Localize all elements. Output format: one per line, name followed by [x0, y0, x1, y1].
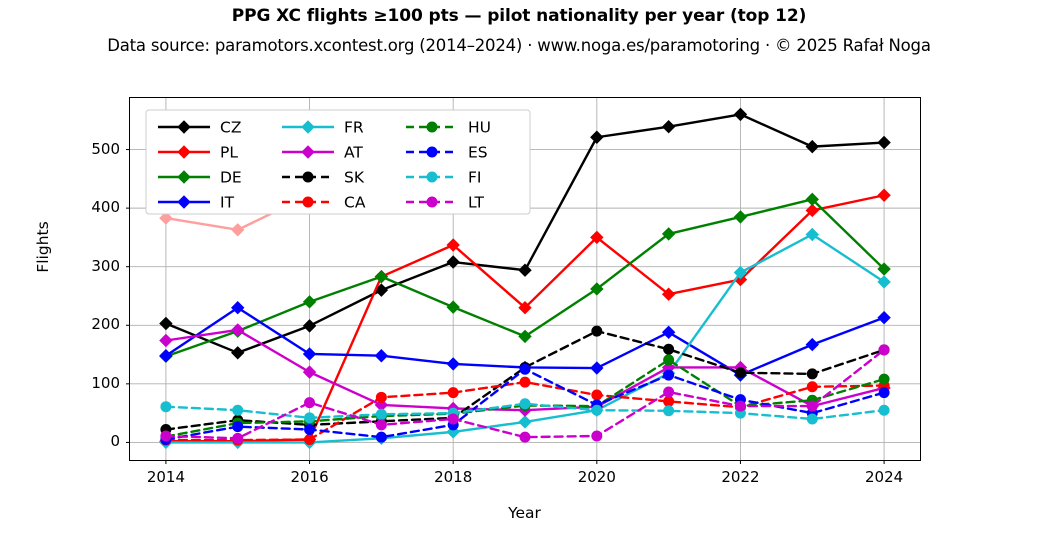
legend-label: ES	[468, 144, 488, 162]
y-tick-200: 200	[91, 315, 120, 334]
legend-label: FR	[344, 119, 364, 137]
y-tick-300: 300	[91, 256, 120, 275]
legend-item-cz[interactable]: CZ	[158, 119, 241, 137]
legend-label: LT	[468, 194, 485, 212]
x-tick-2024: 2024	[864, 468, 904, 486]
legend-label: PL	[220, 144, 238, 162]
y-tick-100: 100	[91, 373, 120, 392]
legend-item-fr[interactable]: FR	[282, 119, 364, 137]
x-tick-2018: 2018	[434, 468, 473, 486]
legend-label: IT	[220, 194, 235, 212]
series-cz	[159, 107, 891, 360]
series-lines	[159, 107, 891, 450]
series-de	[159, 192, 891, 364]
x-tick-2022: 2022	[721, 468, 760, 486]
chart-title: PPG XC flights ≥100 pts — pilot national…	[231, 6, 807, 26]
series-lt	[160, 344, 890, 444]
x-tick-2020: 2020	[577, 468, 616, 486]
legend-item-es[interactable]: ES	[406, 144, 488, 162]
chart-legend[interactable]: CZ FR HU PL AT ES DE SK FI IT CA LT	[145, 109, 531, 215]
legend-item-sk[interactable]: SK	[282, 169, 365, 187]
legend-item-de[interactable]: DE	[158, 169, 242, 187]
legend-item-at[interactable]: AT	[282, 144, 363, 162]
legend-item-fi[interactable]: FI	[406, 169, 482, 187]
legend-label: CA	[344, 194, 366, 212]
legend-label: FI	[468, 169, 482, 187]
series-ca	[160, 376, 890, 446]
legend-item-it[interactable]: IT	[158, 194, 235, 212]
legend-item-pl[interactable]: PL	[158, 144, 238, 162]
chart-subtitle: Data source: paramotors.xcontest.org (20…	[107, 36, 931, 55]
legend-label: SK	[344, 169, 365, 187]
x-tick-2014: 2014	[146, 468, 185, 486]
legend-label: HU	[468, 119, 491, 137]
y-axis-label: Flights	[34, 221, 52, 273]
axis-ticks	[126, 149, 885, 464]
y-tick-0: 0	[110, 432, 120, 451]
legend-item-ca[interactable]: CA	[282, 194, 366, 212]
legend-item-hu[interactable]: HU	[406, 119, 491, 137]
axes-frame	[129, 97, 921, 461]
y-tick-400: 400	[91, 198, 120, 217]
legend-label: CZ	[220, 119, 241, 137]
legend-label: DE	[220, 169, 242, 187]
legend-box	[145, 109, 531, 215]
legend-item-lt[interactable]: LT	[406, 194, 485, 212]
legend-label: AT	[344, 144, 363, 162]
x-axis-label: Year	[508, 504, 541, 522]
y-tick-500: 500	[91, 139, 120, 158]
x-tick-2016: 2016	[290, 468, 329, 486]
